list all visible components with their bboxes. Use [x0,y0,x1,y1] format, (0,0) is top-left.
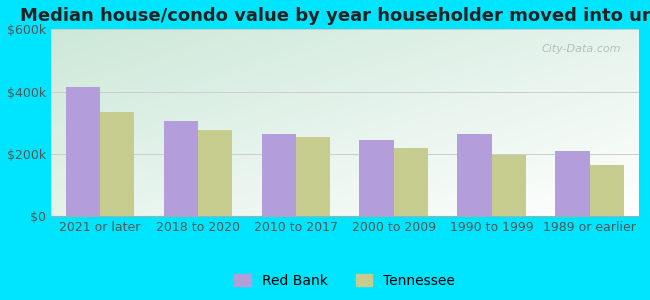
Bar [394,148,428,216]
Bar [164,121,198,216]
Bar [296,136,330,216]
Bar [261,134,296,216]
Bar [198,130,232,216]
Text: City-Data.com: City-Data.com [541,44,621,54]
Bar [66,87,100,216]
Title: Median house/condo value by year householder moved into unit: Median house/condo value by year househo… [20,7,650,25]
Bar [100,112,134,216]
Legend: Red Bank, Tennessee: Red Bank, Tennessee [229,268,461,293]
Bar [458,134,491,216]
Bar [555,151,590,216]
Bar [590,165,624,216]
Bar [359,140,394,216]
Bar [491,155,526,216]
